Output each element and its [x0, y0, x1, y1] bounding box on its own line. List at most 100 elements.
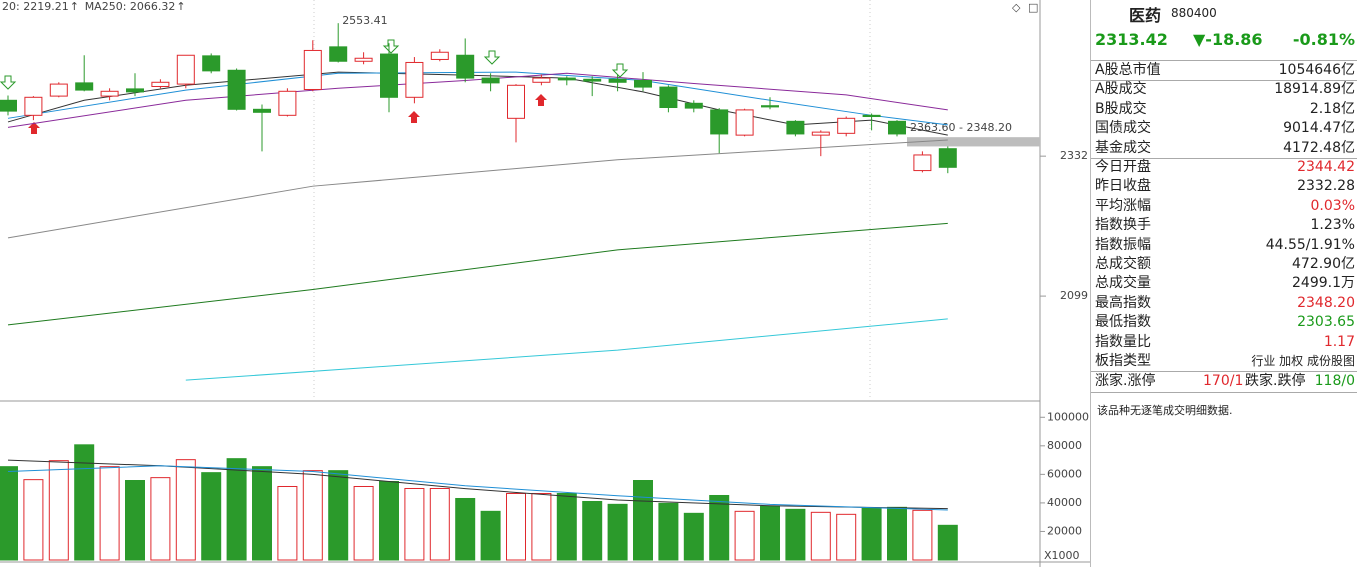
value: 9014.47亿 [1283, 120, 1355, 137]
candle-body [913, 154, 932, 172]
candle-body [786, 120, 805, 135]
label: 指数换手 [1095, 217, 1151, 234]
stat-row: 指数换手 1.23% [1091, 216, 1357, 235]
label: 国债成交 [1095, 120, 1151, 137]
value: 1.23% [1310, 217, 1355, 234]
divider [1091, 60, 1357, 61]
volume-bar [861, 507, 882, 561]
candle-body [405, 61, 424, 98]
stat-row: 最高指数 2348.20 [1091, 294, 1357, 313]
stat-row: 基金成交 4172.48亿 [1091, 139, 1357, 159]
candle-body [176, 54, 195, 85]
volume-bar [531, 492, 552, 561]
stat-row: A股成交 18914.89亿 [1091, 80, 1357, 99]
volume-bar [0, 466, 18, 561]
value: 1.17 [1323, 333, 1355, 350]
ma-line [7, 71, 948, 136]
label: 今日开盘 [1095, 159, 1151, 175]
index-type-row: 板指类型 行业 加权 成份股图 [1091, 352, 1357, 372]
value: 2.18亿 [1309, 100, 1355, 117]
candle-body [380, 53, 398, 98]
value[interactable]: 行业 加权 成份股图 [1251, 354, 1355, 368]
volume-bar [480, 510, 501, 561]
candle-body [888, 120, 906, 135]
candle-body [659, 86, 678, 109]
candle-body [253, 108, 271, 113]
candle-body [761, 105, 779, 108]
volume-bar [810, 511, 831, 561]
breadth-row: 涨家.涨停 170/1 跌家.跌停 118/0 [1091, 372, 1357, 393]
candle-body [329, 46, 348, 62]
volume-bar [785, 508, 806, 561]
y-tick-label: 100000 [1047, 410, 1089, 423]
volume-bar [887, 506, 907, 561]
candle-body [24, 96, 43, 116]
change: ▼-18.86 [1193, 30, 1263, 49]
quote-row: 2313.42 ▼-18.86 -0.81% [1091, 30, 1357, 52]
candle-body [532, 77, 551, 83]
icon-diamond[interactable]: ◇ [1012, 1, 1021, 14]
volume-bar [760, 505, 780, 561]
label: 昨日收盘 [1095, 178, 1151, 195]
ma-line [7, 459, 948, 510]
label: 总成交量 [1095, 275, 1151, 292]
volume-bar [302, 470, 323, 561]
volume-bar [404, 487, 425, 561]
ma-line [7, 71, 948, 126]
index-name: 医药 [1129, 6, 1162, 25]
candle-body [49, 83, 68, 97]
y-tick-label: 2332 [1060, 149, 1088, 162]
value: 118/0 [1314, 373, 1355, 389]
value: 472.90亿 [1292, 256, 1355, 272]
index-code: 880400 [1171, 6, 1217, 20]
value: 18914.89亿 [1274, 81, 1355, 98]
volume-bar [709, 494, 730, 561]
candle-body [430, 51, 449, 60]
stat-row: 指数振幅 44.55/1.91% [1091, 236, 1357, 255]
value: 4172.48亿 [1283, 139, 1355, 156]
value: 1054646亿 [1278, 62, 1355, 78]
volume-bar [23, 479, 44, 561]
value: 2348.20 [1297, 294, 1355, 311]
y-tick-label: 80000 [1047, 439, 1082, 452]
change-pct: -0.81% [1292, 30, 1355, 49]
volume-bar [379, 481, 399, 561]
chart: 20: 2219.21 ↑ MA250: 2066.32 ↑ ◇ □ 20992332… [0, 0, 1090, 567]
candle-body [278, 90, 297, 116]
buy-arrow [535, 94, 547, 106]
signal-arrows [28, 94, 547, 134]
indicator-value: MA250: 2066.32 [85, 0, 176, 13]
label: A股成交 [1095, 81, 1147, 98]
sell-arrow [483, 50, 501, 65]
label: A股总市值 [1095, 62, 1161, 78]
candle-body [634, 79, 652, 88]
label: 指数振幅 [1095, 236, 1151, 253]
stat-row: 最低指数 2303.65 [1091, 313, 1357, 332]
indicator-arrow: ↑ [176, 0, 185, 13]
value: 44.55/1.91% [1265, 236, 1355, 253]
volume-bar [607, 503, 628, 561]
stat-row: 平均涨幅 0.03% [1091, 197, 1357, 216]
note: 该品种无逐笔成交明细数据. [1097, 404, 1233, 417]
volume-bar [277, 485, 298, 561]
ma-line [7, 139, 948, 239]
value: 2499.1万 [1292, 275, 1355, 292]
sell-arrow [611, 63, 629, 78]
volume-bar [683, 512, 704, 561]
candle-body [684, 102, 703, 109]
icon-square[interactable]: □ [1028, 1, 1038, 14]
ma-line [185, 318, 948, 381]
candle-body [0, 99, 17, 112]
volume-bar [556, 492, 577, 561]
volume-bar [506, 492, 526, 561]
sell-arrow [382, 39, 400, 54]
candle-body [862, 114, 881, 118]
volume-bar [633, 480, 653, 561]
volume-bar [328, 470, 349, 561]
value: 0.03% [1310, 197, 1355, 214]
volume-bar [175, 459, 196, 561]
volume-bar [836, 513, 857, 561]
unit-label: X1000 [1044, 549, 1080, 562]
candle-body [151, 81, 170, 87]
